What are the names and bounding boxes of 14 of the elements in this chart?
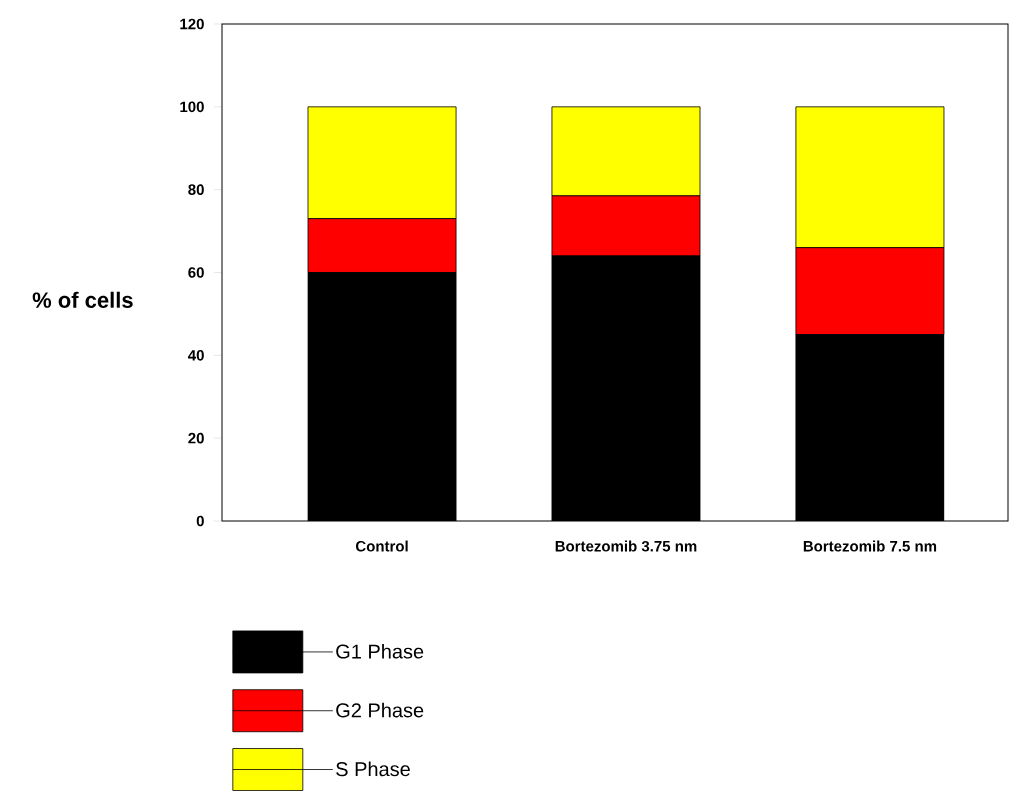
y-axis-title: % of cells	[32, 291, 133, 308]
x-tick-label: Control	[355, 540, 408, 552]
y-tick-label: 20	[188, 432, 204, 444]
y-tick-label: 80	[188, 184, 204, 195]
y-tick-label: 60	[188, 267, 204, 278]
legend-label: G2 Phase	[336, 702, 424, 718]
x-tick-label: Bortezomib 3.75 nm	[555, 540, 697, 552]
y-tick-label: 120	[180, 18, 204, 30]
y-tick-label: 100	[180, 101, 204, 113]
legend-label: S Phase	[336, 761, 410, 777]
x-tick-label: Bortezomib 7.5 nm	[803, 540, 937, 552]
y-tick-label: 0	[196, 515, 204, 527]
legend-label: G1 Phase	[336, 643, 424, 659]
y-tick-label: 40	[188, 350, 204, 361]
